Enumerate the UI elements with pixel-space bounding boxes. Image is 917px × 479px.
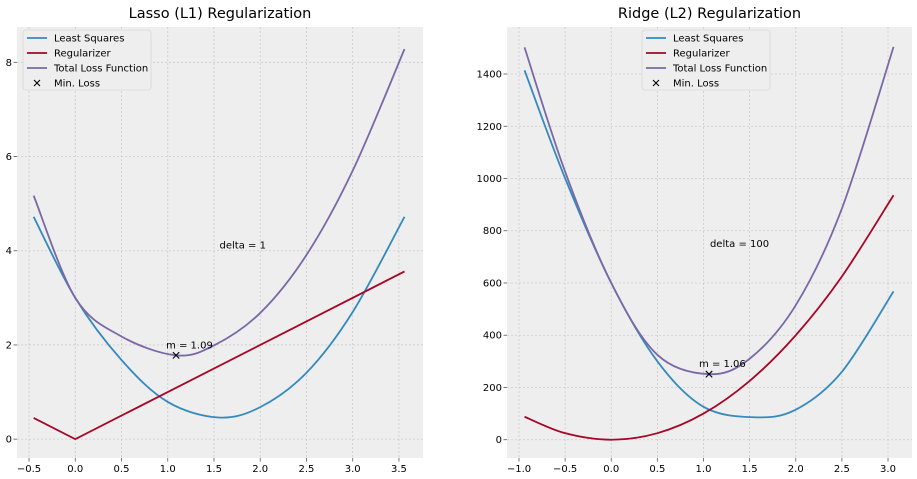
legend-item-least-squares: Least Squares xyxy=(27,34,124,45)
y-tick-label: 800 xyxy=(483,226,502,237)
x-tick-label: 0.0 xyxy=(67,464,83,475)
legend-item-total-loss-function: Total Loss Function xyxy=(27,64,148,75)
legend-marker-icon xyxy=(33,79,41,87)
chart-title: Lasso (L1) Regularization xyxy=(129,6,312,22)
x-tick-label: 3.5 xyxy=(391,464,407,475)
y-tick-label: 600 xyxy=(483,278,502,289)
x-tick-label: −0.5 xyxy=(553,464,577,475)
legend-frame xyxy=(22,29,152,91)
chart-2: −1.0 −0.5 0.0 0.5 1.0 1.5 2.0 2.5 3.0 0 200 400 600 8… xyxy=(477,6,912,475)
legend-marker-icon xyxy=(652,79,660,87)
min-loss-label: m = 1.06 xyxy=(699,359,746,370)
x-tick-label: 1.0 xyxy=(696,464,712,475)
legend: Least Squares Regularizer Total Loss Funct… xyxy=(641,29,771,91)
x-tick-label: −1.0 xyxy=(507,464,531,475)
delta-annotation: delta = 100 xyxy=(710,239,769,250)
x-tick-label: 2.5 xyxy=(834,464,850,475)
y-tick-label: 0 xyxy=(496,435,502,446)
legend-label: Least Squares xyxy=(673,34,743,45)
x-tick-label: 3.0 xyxy=(345,464,361,475)
x-tick-label: 2.5 xyxy=(299,464,315,475)
legend-label: Regularizer xyxy=(54,49,112,60)
y-tick-label: 1000 xyxy=(477,174,502,185)
x-tick-label: 0.5 xyxy=(114,464,130,475)
y-tick-label: 8 xyxy=(6,58,12,69)
y-tick-label: 4 xyxy=(6,246,12,257)
legend-label: Min. Loss xyxy=(54,79,100,90)
x-tick-label: 1.5 xyxy=(742,464,758,475)
x-tick-label: 0.0 xyxy=(603,464,619,475)
x-tick-label: 1.0 xyxy=(160,464,176,475)
x-tick-label: 0.5 xyxy=(649,464,665,475)
legend-item-min-loss: Min. Loss xyxy=(33,79,100,90)
plot-area xyxy=(507,27,912,458)
chart-title: Ridge (L2) Regularization xyxy=(618,6,801,22)
chart-1: −0.5 0.0 0.5 1.0 1.5 2.0 2.5 3.0 3.5 0 2 4 6 8 m = 1.0… xyxy=(6,6,423,475)
y-tick-label: 1200 xyxy=(477,122,502,133)
legend: Least Squares Regularizer Total Loss Funct… xyxy=(22,29,152,91)
x-tick-label: 3.0 xyxy=(880,464,896,475)
y-tick-label: 400 xyxy=(483,331,502,342)
delta-annotation: delta = 1 xyxy=(220,241,266,252)
y-tick-label: 6 xyxy=(6,152,12,163)
y-tick-label: 200 xyxy=(483,383,502,394)
legend-label: Least Squares xyxy=(54,34,124,45)
min-loss-marker xyxy=(705,370,713,378)
min-loss-label: m = 1.09 xyxy=(166,340,213,351)
y-tick-label: 1400 xyxy=(477,70,502,81)
x-tick-label: −0.5 xyxy=(17,464,41,475)
series-line-total-loss-function xyxy=(32,48,406,357)
legend-item-total-loss-function: Total Loss Function xyxy=(646,64,767,75)
legend-item-regularizer: Regularizer xyxy=(27,49,112,60)
legend-label: Total Loss Function xyxy=(53,64,148,75)
legend-item-regularizer: Regularizer xyxy=(646,49,731,60)
series-line-least-squares xyxy=(523,70,895,419)
legend-label: Min. Loss xyxy=(673,79,719,90)
y-tick-label: 2 xyxy=(6,340,12,351)
x-tick-label: 1.5 xyxy=(206,464,222,475)
plot-area xyxy=(17,27,423,458)
x-tick-label: 2.0 xyxy=(788,464,804,475)
legend-item-least-squares: Least Squares xyxy=(646,34,743,45)
series-line-regularizer xyxy=(524,194,895,441)
legend-frame xyxy=(641,29,771,91)
min-loss-marker xyxy=(172,351,180,359)
legend-label: Regularizer xyxy=(673,49,731,60)
legend-item-min-loss: Min. Loss xyxy=(652,79,719,90)
legend-label: Total Loss Function xyxy=(672,64,767,75)
y-tick-label: 0 xyxy=(6,435,12,446)
series-line-regularizer xyxy=(33,270,405,441)
x-tick-label: 2.0 xyxy=(252,464,268,475)
